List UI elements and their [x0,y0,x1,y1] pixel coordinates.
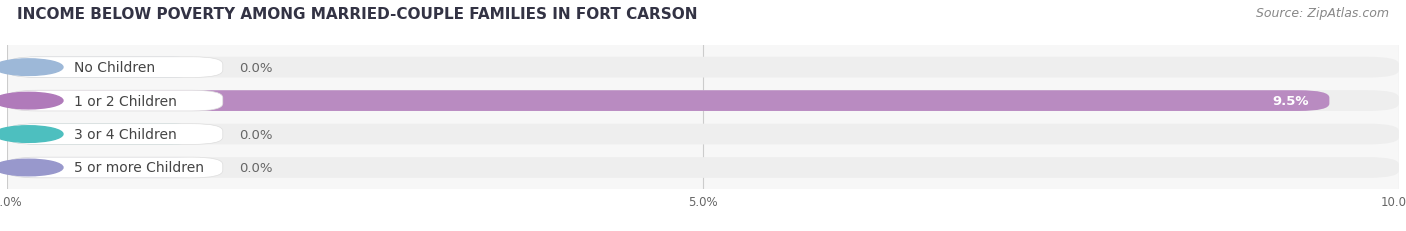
FancyBboxPatch shape [7,58,1399,78]
Text: Source: ZipAtlas.com: Source: ZipAtlas.com [1256,7,1389,20]
FancyBboxPatch shape [7,158,202,178]
Circle shape [0,93,63,109]
Text: 0.0%: 0.0% [239,128,273,141]
Text: 0.0%: 0.0% [239,61,273,74]
Text: 9.5%: 9.5% [1272,95,1309,108]
Text: 3 or 4 Children: 3 or 4 Children [75,128,177,141]
FancyBboxPatch shape [7,58,202,78]
FancyBboxPatch shape [7,91,1399,112]
Text: INCOME BELOW POVERTY AMONG MARRIED-COUPLE FAMILIES IN FORT CARSON: INCOME BELOW POVERTY AMONG MARRIED-COUPL… [17,7,697,22]
FancyBboxPatch shape [7,91,222,112]
FancyBboxPatch shape [7,124,1399,145]
Text: 0.0%: 0.0% [239,161,273,174]
FancyBboxPatch shape [7,158,222,178]
FancyBboxPatch shape [7,124,202,145]
Circle shape [0,60,63,76]
FancyBboxPatch shape [7,158,1399,178]
Text: No Children: No Children [75,61,155,75]
FancyBboxPatch shape [7,58,222,78]
Circle shape [0,160,63,176]
FancyBboxPatch shape [7,91,1330,112]
Circle shape [0,126,63,143]
FancyBboxPatch shape [7,124,222,145]
Text: 5 or more Children: 5 or more Children [75,161,204,175]
Text: 1 or 2 Children: 1 or 2 Children [75,94,177,108]
